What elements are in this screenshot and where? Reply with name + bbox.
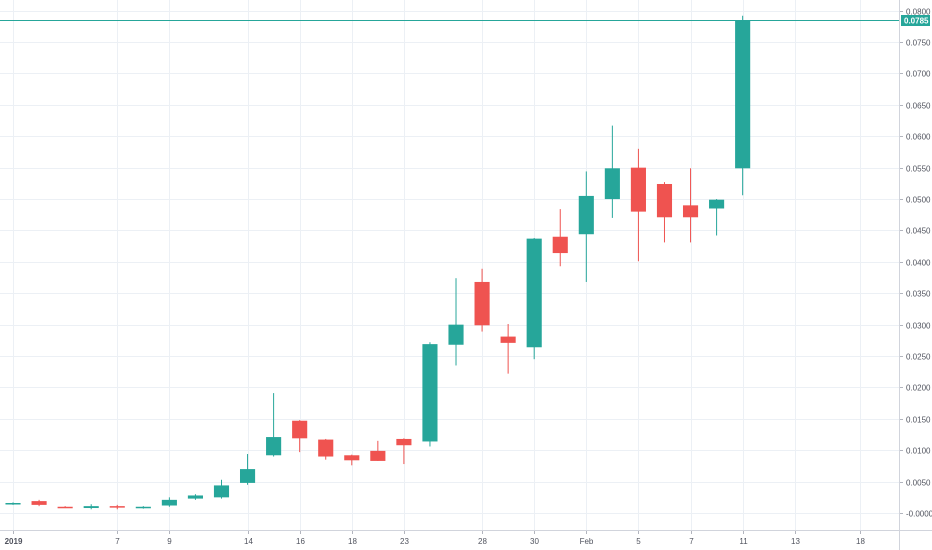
- y-tick-label: 0.0200: [906, 384, 931, 393]
- candle-body: [57, 506, 73, 509]
- candle-body: [656, 183, 673, 218]
- candle-up: [526, 237, 542, 360]
- candle-down: [31, 499, 47, 507]
- candle-body: [5, 502, 21, 505]
- x-tick-label: 18: [348, 537, 357, 546]
- candle-up: [161, 497, 177, 507]
- candle-body: [682, 205, 699, 218]
- candle-up: [5, 502, 21, 505]
- x-tick-label: 5: [636, 537, 641, 546]
- candle-down: [630, 148, 646, 262]
- x-tick-label: 2019: [5, 537, 23, 546]
- candle-up: [187, 494, 203, 500]
- candle-up: [83, 504, 99, 510]
- candle-body: [422, 344, 438, 442]
- candle-body: [266, 437, 282, 456]
- candle-down: [292, 420, 308, 453]
- candle-down: [318, 438, 334, 460]
- y-tick-label: 0.0100: [906, 447, 931, 456]
- x-tick-label: 13: [791, 537, 800, 546]
- candle-up: [604, 125, 620, 218]
- last-price-label: 0.0785: [904, 17, 929, 26]
- candle-body: [109, 506, 125, 508]
- x-tick-label: 11: [739, 537, 748, 546]
- candle-down: [396, 438, 412, 465]
- candle-down: [109, 504, 125, 510]
- candle-down: [344, 454, 360, 466]
- y-tick-label: 0.0600: [906, 133, 931, 142]
- candle-down: [682, 168, 699, 243]
- candle-body: [448, 324, 464, 345]
- last-price-badge: 0.0785: [901, 15, 930, 26]
- candle-up: [266, 393, 282, 457]
- y-tick-label: 0.0350: [906, 290, 931, 299]
- candle-down: [552, 209, 568, 267]
- candle-up: [135, 506, 151, 509]
- candle-body: [630, 167, 646, 212]
- x-tick-label: 7: [115, 537, 120, 546]
- x-tick-label: 18: [856, 537, 865, 546]
- candle-body: [578, 195, 594, 235]
- candle-body: [604, 168, 620, 200]
- candle-up: [422, 342, 438, 447]
- y-tick-label: -0.0000: [906, 510, 932, 519]
- candle-up: [239, 454, 256, 485]
- candle-up: [709, 199, 725, 236]
- candle-down: [370, 440, 386, 461]
- candle-up: [578, 171, 594, 282]
- x-tick-label: 30: [530, 537, 539, 546]
- y-tick-label: 0.0450: [906, 227, 931, 236]
- candle-down: [57, 506, 73, 509]
- candle-body: [709, 199, 725, 209]
- y-tick-label: 0.0400: [906, 259, 931, 268]
- candle-body: [552, 236, 568, 254]
- candle-body: [396, 438, 412, 446]
- x-tick-label: 14: [244, 537, 253, 546]
- candle-body: [161, 499, 177, 506]
- candle-up: [735, 15, 751, 196]
- y-tick-label: 0.0800: [906, 8, 931, 17]
- candle-body: [187, 495, 203, 499]
- candle-body: [292, 420, 308, 439]
- x-tick-label: 9: [167, 537, 172, 546]
- candle-body: [370, 450, 386, 461]
- y-tick-label: 0.0050: [906, 479, 931, 488]
- candle-body: [31, 501, 47, 505]
- y-tick-label: 0.0650: [906, 102, 931, 111]
- candle-body: [526, 238, 542, 348]
- y-tick-label: 0.0300: [906, 322, 931, 331]
- candle-body: [318, 439, 334, 457]
- last-price-badge-bg: [901, 15, 930, 26]
- time-axis-labels: 2019 7 9 14 16 18 23 28 30 Feb 5 7 11 13 18: [5, 537, 866, 546]
- candles: [5, 15, 751, 510]
- candle-down: [500, 324, 516, 374]
- candle-down: [474, 268, 490, 332]
- y-tick-label: 0.0700: [906, 70, 931, 79]
- price-axis-labels: 0.0800 0.0750 0.0700 0.0650 0.0600 0.0550 0.05…: [906, 8, 932, 519]
- candle-body: [135, 506, 151, 509]
- candle-body: [735, 20, 751, 169]
- candle-up: [448, 278, 464, 366]
- x-tick-label: 16: [296, 537, 305, 546]
- y-tick-label: 0.0750: [906, 39, 931, 48]
- x-tick-label: Feb: [580, 537, 594, 546]
- x-tick-label: 28: [478, 537, 487, 546]
- x-tick-label: 23: [400, 537, 409, 546]
- candle-body: [239, 469, 256, 483]
- candle-down: [656, 182, 673, 243]
- grid-lines: [0, 0, 903, 534]
- candle-body: [344, 455, 360, 461]
- candle-up: [213, 479, 230, 499]
- y-tick-label: 0.0250: [906, 353, 931, 362]
- x-tick-label: 7: [689, 537, 694, 546]
- y-tick-label: 0.0550: [906, 165, 931, 174]
- candle-body: [474, 281, 490, 326]
- candle-body: [213, 485, 230, 498]
- candle-body: [500, 336, 516, 343]
- y-tick-label: 0.0150: [906, 416, 931, 425]
- y-tick-label: 0.0500: [906, 196, 931, 205]
- candle-body: [83, 506, 99, 509]
